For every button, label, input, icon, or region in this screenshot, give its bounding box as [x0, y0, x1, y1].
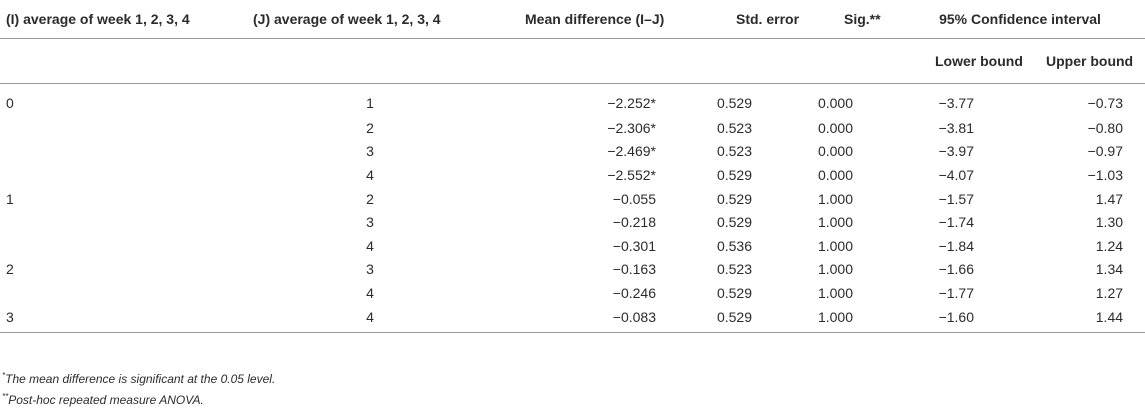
- cell-std-error: 0.529: [716, 95, 752, 111]
- cell-upper-bound: 1.34: [1095, 261, 1124, 278]
- table-row: 2 3 −0.163 0.523 1.000 −1.66 1.34: [0, 258, 1145, 282]
- header-col-i: (I) average of week 1, 2, 3, 4: [6, 11, 190, 27]
- cell-i-week: [0, 116, 245, 140]
- table-body: 0 1 −2.252* 0.529 0.000 −3.77 −0.73 2 −2.306* 0.5…: [0, 84, 1145, 334]
- cell-mean-difference: −2.252*: [607, 95, 656, 111]
- cell-j-week: 4: [366, 237, 374, 254]
- cell-upper-bound: 1.30: [1095, 214, 1124, 231]
- cell-mean-difference: −2.469*: [607, 143, 656, 160]
- header-col-j: (J) average of week 1, 2, 3, 4: [253, 11, 441, 27]
- header-std-error: Std. error: [736, 11, 800, 27]
- header-mean-difference: Mean difference (I–J): [525, 11, 665, 27]
- footnote-significance: *The mean difference is significant at t…: [2, 371, 276, 387]
- cell-j-week: 4: [366, 166, 374, 183]
- cell-std-error: 0.529: [716, 214, 752, 231]
- header-lower-bound: Lower bound: [895, 38, 1024, 84]
- cell-lower-bound: −3.81: [938, 119, 974, 136]
- cell-upper-bound: −0.73: [1087, 95, 1124, 111]
- table-row: 3 −0.218 0.529 1.000 −1.74 1.30: [0, 210, 1145, 234]
- cell-lower-bound: −3.97: [938, 143, 974, 160]
- footnote-text: The mean difference is significant at th…: [5, 372, 276, 386]
- cell-mean-difference: −2.552*: [607, 166, 656, 183]
- cell-i-week: [0, 210, 245, 234]
- cell-lower-bound: −1.84: [938, 237, 974, 254]
- cell-upper-bound: 1.24: [1095, 237, 1124, 254]
- cell-sig: 1.000: [817, 190, 853, 207]
- cell-std-error: 0.523: [716, 143, 752, 160]
- cell-upper-bound: −0.97: [1087, 143, 1124, 160]
- cell-i-week: [0, 163, 245, 187]
- cell-j-week: 3: [366, 143, 374, 160]
- cell-mean-difference: −0.218: [612, 214, 656, 231]
- footnote-mark: *: [2, 371, 6, 380]
- cell-mean-difference: −0.055: [612, 190, 656, 207]
- cell-std-error: 0.529: [716, 284, 752, 301]
- cell-i-week: [0, 140, 245, 164]
- cell-j-week: 2: [366, 190, 374, 207]
- cell-j-week: 3: [366, 261, 374, 278]
- cell-mean-difference: −0.301: [612, 237, 656, 254]
- cell-lower-bound: −1.57: [938, 190, 974, 207]
- cell-upper-bound: −0.80: [1087, 119, 1124, 136]
- cell-sig: 0.000: [817, 119, 853, 136]
- cell-i-week: 3: [0, 304, 245, 334]
- table-row: 3 4 −0.083 0.529 1.000 −1.60 1.44: [0, 304, 1145, 334]
- cell-lower-bound: −1.77: [938, 284, 974, 301]
- cell-mean-difference: −0.163: [612, 261, 656, 278]
- table-row: 2 −2.306* 0.523 0.000 −3.81 −0.80: [0, 116, 1145, 140]
- cell-sig: 1.000: [817, 261, 853, 278]
- cell-sig: 1.000: [817, 214, 853, 231]
- cell-lower-bound: −1.74: [938, 214, 974, 231]
- cell-j-week: 2: [366, 119, 374, 136]
- header-confidence-interval: 95% Confidence interval: [939, 11, 1101, 27]
- cell-i-week: [0, 234, 245, 258]
- cell-j-week: 4: [245, 304, 495, 334]
- table-row: 4 −0.246 0.529 1.000 −1.77 1.27: [0, 281, 1145, 305]
- cell-i-week: 0: [6, 95, 14, 111]
- footnote-mark: **: [2, 392, 9, 401]
- table-row: 4 −0.301 0.536 1.000 −1.84 1.24: [0, 234, 1145, 258]
- cell-std-error: 0.523: [716, 261, 752, 278]
- cell-i-week: 2: [6, 261, 14, 278]
- cell-upper-bound: 1.27: [1095, 284, 1124, 301]
- cell-upper-bound: −1.03: [1087, 166, 1124, 183]
- cell-lower-bound: −3.77: [938, 95, 974, 111]
- cell-mean-difference: −0.246: [612, 284, 656, 301]
- cell-i-week: 1: [6, 190, 14, 207]
- cell-std-error: 0.529: [716, 190, 752, 207]
- table-header: (I) average of week 1, 2, 3, 4 (J) avera…: [0, 0, 1145, 84]
- cell-std-error: 0.523: [716, 119, 752, 136]
- cell-upper-bound: 1.47: [1095, 190, 1124, 207]
- cell-j-week: 3: [366, 214, 374, 231]
- cell-j-week: 4: [366, 284, 374, 301]
- table-row: 0 1 −2.252* 0.529 0.000 −3.77 −0.73: [0, 84, 1145, 117]
- cell-i-week: [0, 281, 245, 305]
- cell-sig: 0.000: [817, 143, 853, 160]
- cell-lower-bound: −4.07: [938, 166, 974, 183]
- cell-lower-bound: −1.60: [895, 304, 1024, 334]
- cell-sig: 1.000: [790, 304, 895, 334]
- cell-std-error: 0.536: [716, 237, 752, 254]
- cell-lower-bound: −1.66: [938, 261, 974, 278]
- cell-j-week: 1: [366, 95, 374, 111]
- cell-sig: 1.000: [817, 237, 853, 254]
- footnote-text: Post-hoc repeated measure ANOVA.: [8, 393, 204, 407]
- table-row: 1 2 −0.055 0.529 1.000 −1.57 1.47: [0, 187, 1145, 211]
- pairwise-comparison-table: (I) average of week 1, 2, 3, 4 (J) avera…: [0, 0, 1145, 334]
- footnote-method: **Post-hoc repeated measure ANOVA.: [2, 392, 204, 408]
- cell-sig: 0.000: [817, 166, 853, 183]
- cell-mean-difference: −0.083: [495, 304, 688, 334]
- header-upper-bound: Upper bound: [1024, 38, 1145, 84]
- table-row: 3 −2.469* 0.523 0.000 −3.97 −0.97: [0, 140, 1145, 164]
- cell-upper-bound: 1.44: [1024, 304, 1145, 334]
- cell-mean-difference: −2.306*: [607, 119, 656, 136]
- cell-std-error: 0.529: [716, 166, 752, 183]
- cell-std-error: 0.529: [688, 304, 790, 334]
- cell-sig: 0.000: [817, 95, 853, 111]
- cell-sig: 1.000: [817, 284, 853, 301]
- header-sig: Sig.**: [844, 11, 881, 27]
- table-row: 4 −2.552* 0.529 0.000 −4.07 −1.03: [0, 163, 1145, 187]
